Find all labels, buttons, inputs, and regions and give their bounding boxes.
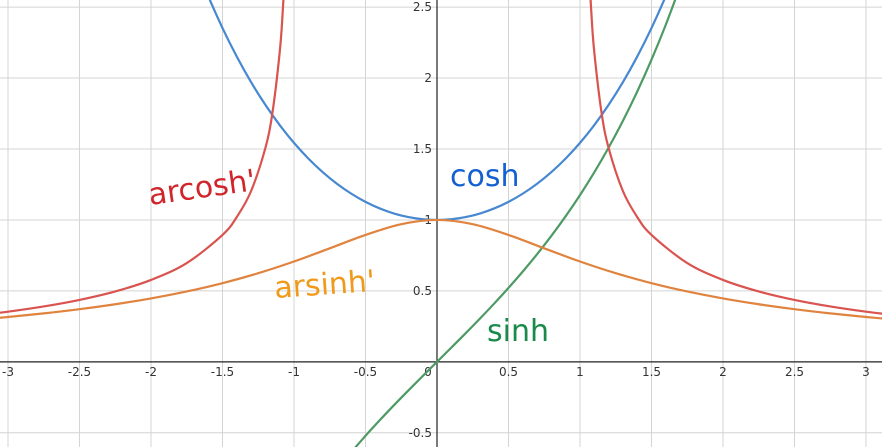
y-tick-label: 2.5	[413, 0, 432, 14]
x-tick-label: -3	[2, 365, 14, 379]
x-tick-label: -1.5	[211, 365, 234, 379]
curve-label: arcosh'	[146, 163, 258, 213]
curve-label: cosh	[450, 159, 520, 194]
curve	[354, 0, 677, 447]
y-tick-label: 0.5	[413, 284, 432, 298]
curve	[0, 0, 882, 315]
curve-label: sinh	[487, 314, 549, 349]
curve-label: arsinh'	[273, 264, 376, 306]
x-tick-label: 0.5	[499, 365, 518, 379]
y-tick-label: 2	[424, 71, 432, 85]
x-tick-label: 1.5	[642, 365, 661, 379]
x-tick-label: -1	[288, 365, 300, 379]
x-tick-label: -0.5	[354, 365, 377, 379]
x-tick-label: 2.5	[785, 365, 804, 379]
y-tick-label: -0.5	[409, 426, 432, 440]
x-tick-label: -2	[145, 365, 157, 379]
y-tick-label: 1.5	[413, 142, 432, 156]
x-tick-label: 3	[862, 365, 870, 379]
curve	[0, 218, 882, 320]
x-tick-label: 1	[576, 365, 584, 379]
x-tick-label: -2.5	[68, 365, 91, 379]
x-tick-label: 2	[719, 365, 727, 379]
